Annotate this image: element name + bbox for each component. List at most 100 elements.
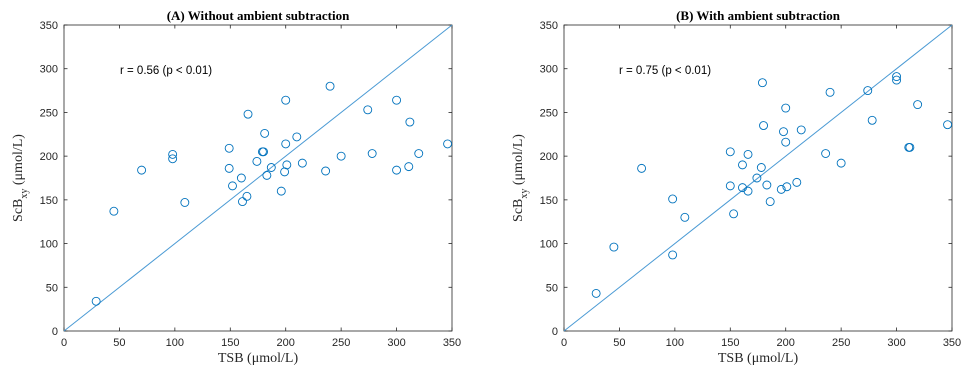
data-point [91,296,101,306]
chart-title: (A) Without ambient subtraction [167,8,350,23]
data-point [756,163,766,172]
data-point [137,165,147,175]
data-point [905,142,915,152]
y-tick-label: 50 [46,282,58,294]
data-point [796,125,806,135]
data-point [762,180,772,190]
y-tick-label: 250 [540,107,558,119]
data-point [792,177,802,187]
data-point [180,198,190,207]
y-tick-label: 250 [40,107,58,119]
data-point [292,132,302,142]
x-tick-label: 0 [561,337,567,349]
data-point [609,242,619,252]
x-tick-label: 250 [832,337,850,349]
x-tick-label: 350 [443,337,461,349]
x-tick-label: 100 [166,337,184,349]
data-point [781,137,791,147]
data-point [943,120,953,130]
data-point [224,143,234,153]
data-point [392,165,402,175]
y-tick-label: 150 [40,195,58,207]
data-point [266,163,276,172]
plot-area-frame [63,24,453,332]
x-tick-label: 150 [721,337,739,349]
data-point [759,121,768,130]
x-tick-label: 200 [277,337,295,349]
identity-reference-line [563,24,953,332]
y-tick-label: 50 [546,282,558,294]
chart-panel-a: 0 50 100 150 200 250 300 350 0 50 100 150 200 250 300 3… [11,8,461,366]
data-point [325,81,335,91]
correlation-annotation: r = 0.56 (p < 0.01) [120,65,212,77]
x-tick-label: 300 [887,337,905,349]
chart-title: (B) With ambient subtraction [676,8,841,23]
data-point [259,147,268,157]
data-point [252,156,262,166]
data-point [276,186,286,196]
data-point [863,86,873,96]
data-point [725,181,735,191]
correlation-annotation: r = 0.75 (p < 0.01) [619,65,711,77]
data-point [836,158,846,168]
data-point [262,170,272,180]
data-point [725,147,735,157]
x-tick-label: 200 [777,337,795,349]
data-point [752,173,762,183]
y-tick-label: 150 [540,195,558,207]
plot-area-frame [563,24,953,332]
data-point [776,184,786,194]
data-point [281,139,291,149]
y-tick-label: 100 [540,239,558,251]
data-point [867,115,877,125]
x-tick-label: 300 [387,337,405,349]
data-point [825,87,835,97]
y-axis-label-subscript: xy [519,189,530,199]
y-tick-label: 350 [40,20,58,32]
data-point [282,160,292,170]
data-point [109,206,119,216]
x-axis-label: TSB (μmol/L) [718,351,799,366]
data-point [781,103,791,113]
x-tick-label: 0 [61,337,67,349]
y-axis-label-unit: (μmol/L) [511,134,526,189]
data-point [821,149,831,158]
y-axis-label-main: ScB [11,199,26,222]
data-point [414,149,424,158]
y-tick-label: 0 [52,326,58,338]
y-axis-label: ScBxy (μmol/L) [11,134,30,222]
x-axis-label: TSB (μmol/L) [218,351,299,366]
data-point [168,149,178,159]
data-point [913,100,923,110]
data-point [443,139,453,149]
data-point [680,212,690,222]
data-point [238,197,247,207]
data-point [260,128,270,138]
data-point [363,105,373,115]
data-point [336,151,346,161]
data-point [892,75,902,85]
data-point [591,288,601,298]
y-tick-label: 0 [552,326,558,338]
data-point [757,78,767,88]
data-point [668,194,678,204]
y-tick-label: 200 [540,151,558,163]
data-point [668,250,678,260]
data-point [280,167,290,177]
y-axis-label-unit: (μmol/L) [11,134,26,189]
data-point [367,149,377,158]
data-point [743,186,753,196]
y-axis-label: ScBxy (μmol/L) [511,134,530,222]
x-tick-label: 50 [613,337,625,349]
identity-reference-line [63,24,453,332]
data-point [392,95,402,105]
data-point [321,166,331,176]
y-tick-label: 300 [540,64,558,76]
data-point [236,173,246,183]
data-point [765,197,775,207]
data-point [404,162,414,172]
data-point [779,127,788,137]
y-axis-label-subscript: xy [19,189,30,199]
